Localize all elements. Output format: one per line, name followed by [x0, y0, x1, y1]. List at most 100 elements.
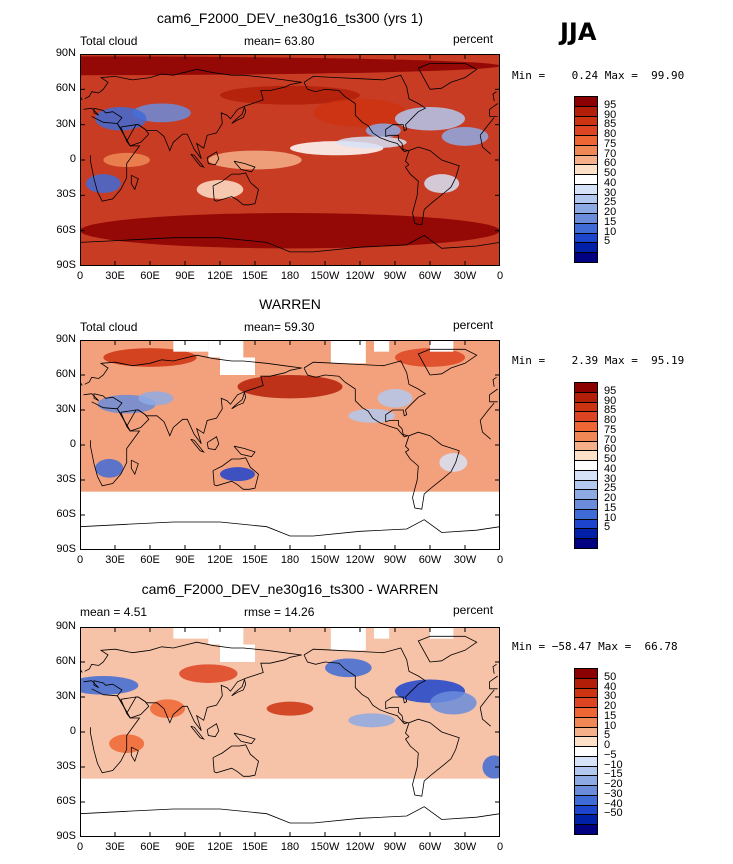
coastline [80, 806, 500, 824]
colorbar-label: 0 [604, 739, 611, 752]
lon-tick-label: 0 [496, 554, 504, 566]
lon-tick-label: 180 [280, 270, 300, 282]
rmse-label: rmse = 14.26 [244, 605, 315, 619]
missing-data-mask [173, 627, 209, 639]
map-plot [80, 340, 500, 550]
colorbar-label: 5 [604, 521, 611, 534]
colorbar-label: 10 [604, 719, 617, 732]
coastline [190, 725, 205, 740]
lon-tick-label: 30E [105, 841, 125, 853]
lat-tick-label: 90S [56, 259, 76, 271]
coastline [404, 431, 460, 510]
lon-tick-label: 90W [383, 270, 407, 282]
colorbar-label: 30 [604, 472, 617, 485]
units-label: percent [453, 318, 494, 332]
colorbar-label: 20 [604, 206, 617, 219]
lon-tick-label: 60W [418, 841, 442, 853]
lon-tick-label: 0 [496, 270, 504, 282]
colorbar-label: 5 [604, 729, 611, 742]
colorbar-label: 15 [604, 709, 617, 722]
coastline [303, 647, 427, 725]
coastline [231, 105, 247, 124]
field-blob [208, 150, 302, 170]
coastline [417, 635, 478, 663]
coastline [120, 124, 150, 147]
coastline [206, 151, 220, 166]
lon-tick-label: 60E [140, 270, 160, 282]
colorbar-label: 70 [604, 433, 617, 446]
field-blob [80, 56, 500, 76]
mean-label: mean = 4.51 [80, 605, 148, 619]
lon-tick-label: 120W [345, 841, 375, 853]
lat-tick-label: 60N [55, 368, 76, 380]
colorbar-label: −5 [604, 748, 617, 761]
missing-data-mask [208, 627, 244, 645]
missing-data-mask [430, 627, 454, 639]
lon-tick-label: 150W [310, 841, 340, 853]
lat-tick-label: 30N [55, 117, 76, 130]
lon-tick-label: 150E [242, 270, 268, 282]
coastline [233, 160, 256, 173]
lon-tick-label: 60W [418, 554, 442, 566]
colorbar-label: 15 [604, 501, 617, 514]
lat-tick-label: 30N [55, 403, 76, 415]
coastline [212, 172, 259, 206]
field-blob [430, 691, 477, 715]
lat-tick-label: 90N [55, 333, 76, 345]
lat-tick-label: 60S [56, 223, 76, 236]
units-label: percent [453, 32, 494, 46]
field-blob [348, 713, 395, 728]
lat-tick-label: 0 [69, 438, 76, 450]
field-blob [220, 467, 255, 482]
lat-tick-label: 90N [55, 620, 76, 632]
missing-data-mask [80, 491, 500, 550]
lon-tick-label: 30W [453, 270, 477, 282]
colorbar-label: 10 [604, 511, 617, 524]
lon-tick-label: 30E [105, 270, 125, 282]
lon-tick-label: 0 [76, 841, 84, 853]
colorbar-label: 85 [604, 404, 617, 417]
colorbar-swatch [574, 538, 598, 549]
field-contours [95, 348, 468, 482]
colorbar-label: 95 [604, 384, 617, 397]
min-max-label: Min = −58.47 Max = 66.78 [512, 640, 678, 653]
lat-tick-label: 60S [56, 795, 76, 807]
lat-tick-label: 0 [69, 153, 76, 165]
coastline [303, 360, 427, 438]
lat-tick-label: 60N [55, 82, 76, 95]
coastline [206, 723, 220, 738]
lon-tick-label: 150W [310, 554, 340, 566]
colorbar-label: 60 [604, 157, 617, 170]
colorbar-label: 5 [604, 235, 611, 248]
coastline [130, 174, 139, 191]
lon-tick-label: 90E [175, 841, 195, 853]
coastlines [80, 635, 500, 824]
field-blob [95, 459, 124, 478]
lat-tick-label: 60N [55, 655, 76, 667]
colorbar-label: 10 [604, 225, 617, 238]
field-blob [103, 348, 197, 367]
colorbar-label: 30 [604, 690, 617, 703]
coastline [233, 732, 256, 745]
lon-tick-label: 0 [76, 270, 84, 282]
field-blob [85, 174, 121, 193]
lon-tick-label: 150W [310, 270, 340, 282]
lon-tick-label: 120E [207, 841, 233, 853]
coastlines [80, 348, 500, 537]
colorbar-label: 85 [604, 118, 617, 131]
field-blob [313, 98, 407, 128]
lon-tick-label: 180 [280, 554, 300, 566]
coastline [206, 436, 220, 451]
coastline [190, 438, 205, 453]
colorbar-label: 80 [604, 414, 617, 427]
field-blob [424, 174, 460, 193]
lon-tick-label: 90W [383, 554, 407, 566]
lat-tick-label: 90N [55, 47, 76, 59]
field-blob [441, 127, 489, 146]
field-blob [132, 103, 191, 123]
map-plot [80, 54, 500, 266]
colorbar-label: 90 [604, 394, 617, 407]
coastline [120, 409, 150, 432]
lon-tick-label: 90E [175, 270, 195, 282]
lon-tick-label: 150E [242, 841, 268, 853]
